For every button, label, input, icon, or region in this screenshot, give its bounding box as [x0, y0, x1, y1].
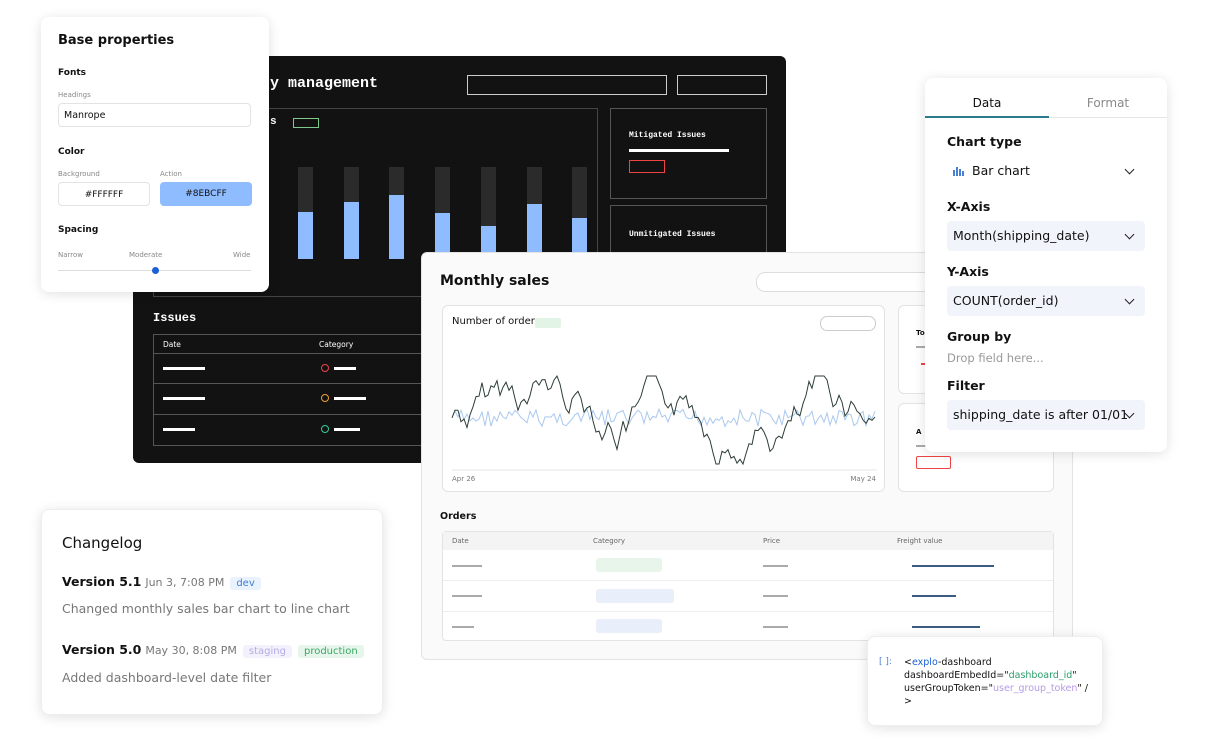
field-label: Chart type — [947, 134, 1022, 149]
bar-shape — [572, 218, 588, 259]
color-input[interactable]: #8EBCFF — [160, 182, 252, 206]
code-panel: [ ]: <explo-dashboard dashboardEmbedId="d… — [867, 636, 1103, 726]
field-label: Background — [58, 170, 100, 178]
code-line: <explo-dashboard — [904, 656, 1088, 669]
card-title: A — [916, 428, 922, 436]
section-heading: Color — [58, 147, 85, 157]
chart-type-select[interactable]: Bar chart — [947, 156, 1145, 186]
tag: staging — [242, 645, 292, 658]
slider-label: Narrow — [58, 251, 84, 259]
code-block: <explo-dashboard dashboardEmbedId="dashbo… — [904, 656, 1088, 708]
code-token: -dashboard — [937, 657, 992, 668]
chart-title: s — [270, 116, 277, 128]
slider-label: Wide — [233, 251, 251, 259]
font-select[interactable]: Manrope — [58, 103, 251, 127]
chart-box: Number of orders Apr 26 May 24 — [442, 305, 885, 492]
code-token: dashboardEmbedId=" — [904, 670, 1009, 681]
dropdown[interactable] — [467, 75, 667, 95]
monthly-sales-dashboard: Monthly sales Number of orders Apr 26 Ma… — [421, 252, 1073, 660]
tag: dev — [230, 577, 261, 590]
code-line: dashboardEmbedId="dashboard_id" — [904, 669, 1088, 682]
color-input[interactable]: #FFFFFF — [58, 182, 150, 206]
code-token: " / — [1077, 683, 1088, 694]
bar-shape — [435, 213, 451, 259]
column-header: Category — [593, 537, 625, 545]
bar-shape — [389, 195, 405, 259]
field-label: Headings — [58, 91, 91, 99]
field-label: Y-Axis — [947, 264, 989, 279]
changelog-title: Changelog — [62, 534, 143, 552]
y-axis-select[interactable]: COUNT(order_id) — [947, 286, 1145, 316]
entry-header: Version 5.0 May 30, 8:08 PM staging produc… — [62, 642, 364, 658]
version: Version 5.0 — [62, 642, 142, 657]
issues-table: Date Category — [153, 334, 455, 446]
line-chart — [451, 374, 877, 471]
table-title: Orders — [440, 511, 477, 522]
code-token: userGroupToken=" — [904, 683, 994, 694]
dropdown[interactable] — [677, 75, 767, 95]
x-axis-select[interactable]: Month(shipping_date) — [947, 221, 1145, 251]
field-label: X-Axis — [947, 199, 991, 214]
column-header: Freight value — [897, 537, 943, 545]
time: Jun 3, 7:08 PM — [145, 576, 225, 589]
code-token: " — [1072, 670, 1077, 681]
code-token: < — [904, 657, 912, 668]
panel-title: Base properties — [58, 33, 175, 48]
chart-title: Number of orders — [452, 316, 541, 327]
bar-shape — [480, 226, 496, 259]
section-heading: Fonts — [58, 68, 87, 78]
slider-label: Moderate — [129, 251, 163, 259]
time: May 30, 8:08 PM — [145, 644, 237, 657]
entry-description: Changed monthly sales bar chart to line … — [62, 601, 350, 616]
code-token: dashboard_id — [1008, 670, 1073, 681]
column-header: Price — [763, 537, 781, 545]
field-label: Group by — [947, 329, 1012, 344]
card-title: Unmitigated Issues — [629, 230, 716, 239]
column-header: Date — [452, 537, 469, 545]
entry-header: Version 5.1 Jun 3, 7:08 PM dev — [62, 574, 261, 590]
code-token: user_group_token — [993, 683, 1078, 694]
code-token: explo — [911, 657, 938, 668]
tab[interactable]: Format — [1086, 96, 1130, 110]
section-heading: Spacing — [58, 225, 99, 235]
bar-shape — [526, 204, 542, 259]
config-panel: Data Format Chart type Bar chart X-Axis … — [925, 78, 1167, 452]
issues-title: Issues — [153, 311, 197, 325]
bar-shape — [298, 212, 313, 259]
field-label: Action — [160, 170, 182, 178]
version: Version 5.1 — [62, 574, 142, 589]
entry-description: Added dashboard-level date filter — [62, 670, 272, 685]
legend — [293, 118, 319, 128]
code-line: > — [904, 695, 1088, 708]
code-prompt: [ ]: — [879, 657, 892, 667]
card-title: To — [916, 329, 925, 337]
column-header: Date — [163, 340, 181, 349]
filter-select[interactable]: shipping_date is after 01/01 — [947, 400, 1145, 430]
card-title: Mitigated Issues — [629, 131, 706, 140]
code-token: > — [904, 696, 912, 707]
x-axis-label: Apr 26 — [452, 475, 476, 483]
stat-card: Mitigated Issues — [610, 108, 767, 199]
base-properties-panel: Base properties Fonts Headings Manrope C… — [41, 17, 269, 292]
slider-thumb[interactable] — [152, 267, 159, 274]
tab[interactable]: Data — [972, 96, 1002, 110]
code-line: userGroupToken="user_group_token" / — [904, 682, 1088, 695]
drop-zone[interactable]: Drop field here... — [947, 351, 1044, 365]
dashboard-title: Monthly sales — [440, 273, 550, 289]
field-label: Filter — [947, 378, 985, 393]
bar-shape — [343, 202, 359, 259]
column-header: Category — [319, 340, 354, 349]
tag: production — [297, 645, 364, 658]
x-axis-label: May 24 — [850, 475, 876, 483]
changelog-panel: Changelog Version 5.1 Jun 3, 7:08 PM dev … — [41, 509, 383, 715]
orders-table: Date Category Price Freight value — [442, 531, 1054, 641]
dashboard-title: y management — [270, 75, 379, 92]
